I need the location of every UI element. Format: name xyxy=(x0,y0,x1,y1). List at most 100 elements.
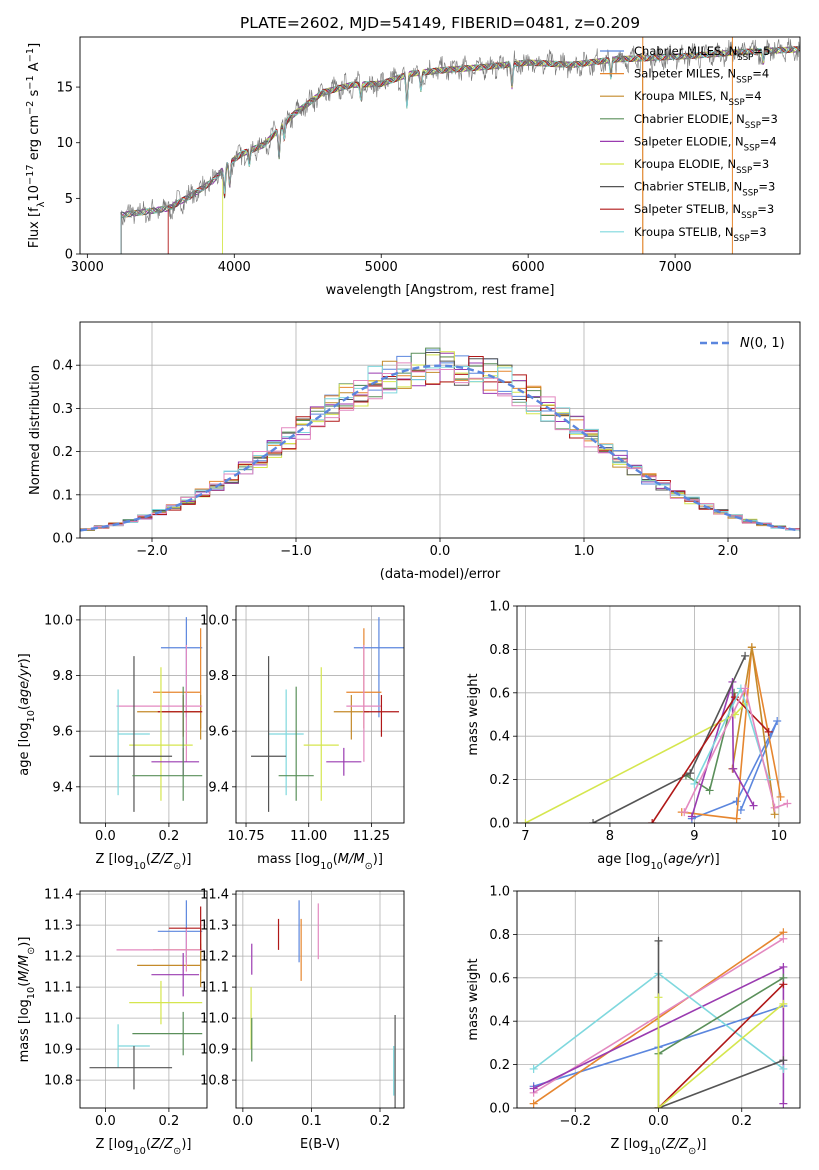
x-ticks: 3000 4000 5000 6000 7000 xyxy=(71,254,692,275)
y-ticks: 0.0 0.2 0.4 0.6 0.8 1.0 xyxy=(489,600,800,832)
tick-label: 0.1 xyxy=(52,488,73,503)
errorbar-salpeter_miles xyxy=(153,628,202,729)
tick-label: 0.2 xyxy=(370,1114,391,1129)
weight-series-chabrier_stelib xyxy=(654,936,788,1108)
legend: Chabrier MILES, NSSP=5 Salpeter MILES, NS… xyxy=(600,44,778,244)
tick-label: 0.8 xyxy=(489,643,510,658)
weight-lines xyxy=(521,643,792,823)
plus-marker xyxy=(687,812,696,821)
y-ticks: 9.4 9.6 9.8 10.0 xyxy=(200,613,404,795)
x-axis-label: mass [log10(M/M⊙)] xyxy=(257,852,383,872)
tick-label: 10.0 xyxy=(44,613,73,628)
errorbar-pink xyxy=(116,928,203,972)
tick-label: 5 xyxy=(65,192,73,207)
plus-marker xyxy=(690,779,699,788)
tick-label: 0.2 xyxy=(159,829,180,844)
legend-entry: Kroupa STELIB, NSSP=3 xyxy=(634,225,767,244)
tick-label: 11.2 xyxy=(44,950,73,965)
plus-marker xyxy=(747,643,756,652)
tick-label: 0.8 xyxy=(489,928,510,943)
axes-frame xyxy=(516,605,801,824)
tick-label: 11.1 xyxy=(44,981,73,996)
plus-marker xyxy=(654,993,663,1002)
weight-series-pink xyxy=(680,684,792,817)
axes-spectrum: 3000 4000 5000 6000 7000 0 5 10 15 wavelength [An… xyxy=(25,36,801,298)
legend-entry: Chabrier MILES, NSSP=5 xyxy=(634,44,770,63)
tick-label: 10.75 xyxy=(227,829,264,844)
tick-label: 1.0 xyxy=(489,600,510,615)
weight-line xyxy=(657,997,784,1108)
plus-marker xyxy=(730,688,739,697)
plus-marker xyxy=(779,1056,788,1065)
tick-label: 0.4 xyxy=(489,730,510,745)
tick-label: 0.4 xyxy=(489,1015,510,1030)
tick-label: 0.2 xyxy=(52,445,73,460)
legend-entry: Salpeter ELODIE, NSSP=4 xyxy=(634,134,777,153)
errorbar-chabrier_stelib xyxy=(89,656,173,812)
model-line-chabrier_stelib xyxy=(120,46,800,254)
errorbar-chabrier_miles xyxy=(157,900,203,963)
errorbar-chabrier_stelib xyxy=(89,1046,173,1090)
errorbar-chabrier_miles xyxy=(160,617,203,718)
y-axis-label: mass weight xyxy=(466,673,481,755)
tick-label: 10 xyxy=(771,829,788,844)
axes-age_vs_mass: 10.75 11.00 11.25 9.4 9.6 9.8 10.0 mass [log10(… xyxy=(200,605,405,872)
tick-label: 10.0 xyxy=(200,613,229,628)
x-ticks: −0.2 0.0 0.2 xyxy=(559,891,752,1129)
model-line-salpeter_stelib xyxy=(167,46,800,254)
gaussian-curve xyxy=(80,364,800,532)
errorbar-salpeter_elodie xyxy=(151,953,200,997)
tick-label: 11.3 xyxy=(44,919,73,934)
y-ticks: 9.4 9.6 9.8 10.0 xyxy=(44,613,207,795)
tick-label: 11.0 xyxy=(200,1012,229,1027)
errorbars xyxy=(89,900,203,1090)
plus-marker xyxy=(589,819,598,823)
weight-line xyxy=(681,647,782,820)
y-axis-label: age [log10(age/yr)] xyxy=(17,653,37,776)
weight-line xyxy=(683,686,788,813)
plus-marker xyxy=(764,727,773,736)
tick-label: 4000 xyxy=(218,260,251,275)
tick-label: 0 xyxy=(65,248,73,263)
weight-series-salpeter_stelib xyxy=(648,693,773,823)
x-ticks: −2.0 −1.0 0.0 1.0 2.0 xyxy=(136,322,738,559)
x-ticks: 10.75 11.00 11.25 xyxy=(227,606,390,844)
x-axis-label: wavelength [Angstrom, rest frame] xyxy=(326,283,555,298)
axes-residuals: −2.0 −1.0 0.0 1.0 2.0 0.0 0.1 0.2 0.3 0.4 (data-mo… xyxy=(28,321,801,582)
axes-mass_vs_Z: 0.0 0.2 10.8 10.9 11.0 11.1 11.2 11.3 11.4 Z [log… xyxy=(17,888,208,1157)
tick-label: 2.0 xyxy=(718,544,739,559)
legend: N(0, 1) xyxy=(700,336,785,351)
x-axis-label: Z [log10(Z/Z⊙)] xyxy=(96,1137,192,1157)
tick-label: 1.0 xyxy=(489,885,510,900)
weight-line xyxy=(685,692,735,792)
tick-label: 11.0 xyxy=(44,1012,73,1027)
plus-marker xyxy=(521,819,530,823)
plus-marker xyxy=(654,936,663,945)
tick-label: 10.9 xyxy=(200,1043,229,1058)
errorbar-chabrier_elodie xyxy=(278,686,314,801)
plus-marker xyxy=(680,808,689,817)
axes-weight_vs_age: 7 8 9 10 0.0 0.2 0.4 0.6 0.8 1.0 age [log10(age/yr… xyxy=(466,600,801,872)
axes-frame xyxy=(516,890,801,1109)
plus-marker xyxy=(648,819,657,823)
errorbar-kroupa_elodie xyxy=(129,980,203,1025)
plus-marker xyxy=(779,973,788,982)
tick-label: 8 xyxy=(606,829,614,844)
x-axis-label: E(B-V) xyxy=(300,1137,340,1152)
weight-series-chabrier_stelib xyxy=(589,651,750,823)
tick-label: 0.6 xyxy=(489,971,510,986)
tick-label: 10.8 xyxy=(44,1074,73,1089)
tick-label: 0.0 xyxy=(489,1102,510,1117)
legend-entry: Kroupa ELODIE, NSSP=3 xyxy=(634,157,769,176)
plus-marker xyxy=(529,1099,538,1108)
y-ticks: 0.0 0.2 0.4 0.6 0.8 1.0 xyxy=(489,885,800,1117)
tick-label: 0.6 xyxy=(489,686,510,701)
errorbar-pink xyxy=(346,644,382,762)
tick-label: 11.1 xyxy=(200,981,229,996)
errorbar-salpeter_stelib xyxy=(168,906,202,950)
plus-marker xyxy=(654,1104,663,1108)
tick-label: −1.0 xyxy=(280,544,312,559)
tick-label: 9.8 xyxy=(52,669,73,684)
errorbars xyxy=(89,617,203,812)
tick-label: 0.3 xyxy=(52,402,73,417)
